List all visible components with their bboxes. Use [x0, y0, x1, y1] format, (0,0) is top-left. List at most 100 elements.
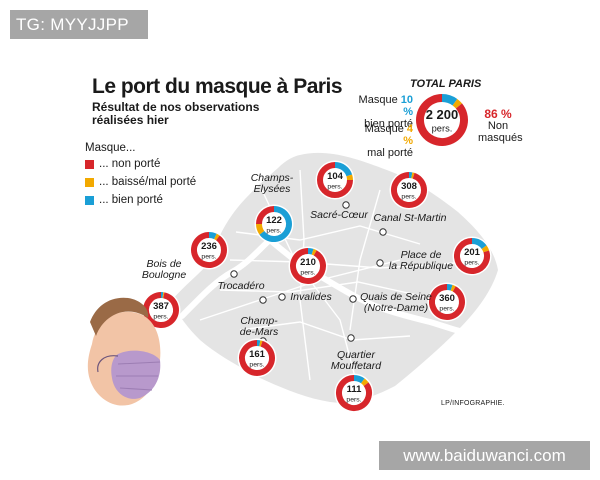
place-line: Elysées	[253, 183, 291, 195]
total-bien-label: Masque 10 % bien porté	[357, 94, 413, 130]
place-line: Mouffetard	[330, 360, 382, 372]
legend-swatch-blue	[85, 195, 94, 205]
credit: LP/INFOGRAPHIE.	[441, 400, 505, 407]
donut-7-mal-arc	[450, 284, 456, 292]
street-line	[219, 281, 441, 301]
donut-2-count: 308	[401, 181, 417, 192]
subtitle-line-1: Résultat de nos observations	[92, 100, 260, 114]
donut-6-bien-arc	[471, 238, 487, 250]
total-donut-unit: pers.	[432, 123, 453, 133]
place-line: Quartier	[337, 349, 375, 361]
total-non-label: 86 % Non masqués	[478, 107, 523, 144]
total-non-word-2: masqués	[478, 132, 523, 144]
donut-0-count: 122	[266, 215, 282, 226]
total-bien-pct: 10 %	[400, 94, 413, 118]
donut-6-non-arc	[454, 238, 490, 274]
donut-6-mal-arc	[481, 245, 490, 253]
donut-7-non-arc	[429, 284, 465, 320]
place-label-sacre-coeur: Sacré-Cœur	[309, 210, 369, 221]
street-line	[239, 321, 411, 341]
donut-2-non-arc	[391, 172, 427, 208]
place-line: Invalides	[290, 291, 332, 303]
place-line: Bois de	[146, 258, 182, 270]
total-bien-word-2: bien porté	[364, 118, 413, 130]
total-non-pct: 86 %	[484, 107, 512, 121]
donut-1-bien-arc	[334, 162, 353, 177]
donut-7-unit: pers.	[439, 306, 454, 313]
donut-4-bien-arc	[208, 232, 217, 240]
street-line	[229, 259, 471, 269]
subtitle-line-2: réalisées hier	[92, 113, 169, 127]
legend-label: ... non porté	[99, 158, 161, 170]
place-line: la République	[388, 260, 454, 272]
donut-7-bien-arc	[446, 284, 453, 291]
donut-0-mal-arc	[256, 223, 265, 235]
place-label-trocadero: Trocadéro	[212, 281, 270, 292]
donut-1-count: 104	[327, 171, 344, 182]
donut-5-mal-arc	[311, 248, 317, 256]
landmark-dot	[230, 270, 238, 278]
landmark-dot	[342, 201, 350, 209]
place-line: Quais de Seine	[360, 291, 432, 303]
total-bien-word: Masque	[358, 94, 398, 106]
place-line: Champs-	[250, 172, 294, 184]
legend-label: ... bien porté	[99, 194, 163, 206]
donut-3-unit: pers.	[153, 314, 168, 321]
donut-1-unit: pers.	[327, 184, 342, 191]
donut-9-non-arc	[336, 375, 372, 411]
total-non-word: Non	[487, 120, 509, 132]
donut-4-non-arc	[191, 232, 227, 268]
total-donut-non-arc	[416, 94, 468, 146]
donut-0-unit: pers.	[266, 228, 281, 235]
donut-5-count: 210	[300, 257, 316, 268]
donut-1-mal-arc	[346, 174, 353, 181]
place-line: Place de	[400, 249, 442, 261]
legend-item-mal: ... baissé/mal porté	[85, 176, 196, 188]
mask-illustration	[111, 350, 161, 399]
legend-swatch-red	[85, 159, 94, 169]
place-line: de-Mars	[239, 326, 279, 338]
total-donut-bien-arc	[441, 94, 458, 106]
landmark-dot	[349, 295, 357, 303]
donut-6-count: 201	[464, 247, 481, 258]
donut-7-count: 360	[439, 293, 455, 304]
donut-0-bien-arc	[259, 206, 292, 242]
total-donut-mal-arc	[452, 98, 463, 109]
mask-pleats	[116, 361, 161, 391]
total-mal-word-2: mal porté	[367, 147, 413, 159]
donut-9-bien-arc	[353, 375, 365, 384]
donut-8-count: 161	[249, 349, 266, 360]
legend-swatch-yellow	[85, 177, 94, 187]
place-line: Canal St-Martin	[373, 212, 447, 224]
legend-label: ... baissé/mal porté	[99, 176, 197, 188]
watermark-bottom: www.baiduwanci.com	[379, 441, 590, 470]
donut-9-mal-arc	[360, 378, 369, 387]
landmark-dot	[379, 228, 387, 236]
place-line: Sacré-Cœur	[310, 209, 368, 221]
total-mal-label: Masque 4 % mal porté	[357, 123, 413, 159]
donut-5-unit: pers.	[300, 270, 315, 277]
donut-5-non-arc	[290, 248, 326, 284]
donut-8-unit: pers.	[249, 362, 264, 369]
total-mal-word: Masque	[364, 123, 404, 135]
legend-item-bien: ... bien porté	[85, 194, 163, 206]
place-label-invalides: Invalides	[286, 292, 336, 303]
hair-illustration	[90, 297, 149, 336]
place-line: (Notre-Dame)	[363, 302, 429, 314]
landmark-dot	[259, 296, 267, 304]
donut-9-count: 111	[347, 384, 363, 395]
landmark-dot	[347, 334, 355, 342]
place-label-bois-de-boulogne: Bois de Boulogne	[138, 259, 190, 281]
donut-2-unit: pers.	[401, 194, 416, 201]
donut-8-non-arc	[239, 340, 275, 376]
total-donut-count: 2 200	[426, 107, 459, 122]
donut-3-count: 387	[153, 301, 169, 312]
legend-item-non: ... non porté	[85, 158, 160, 170]
landmark-dot	[278, 293, 286, 301]
watermark-top: TG: MYYJJPP	[10, 10, 148, 39]
legend-title: Masque...	[85, 142, 136, 154]
donut-4-mal-arc	[214, 233, 220, 241]
place-label-champ-de-mars: Champ- de-Mars	[236, 316, 282, 338]
place-label-republique: Place de la République	[386, 250, 456, 272]
